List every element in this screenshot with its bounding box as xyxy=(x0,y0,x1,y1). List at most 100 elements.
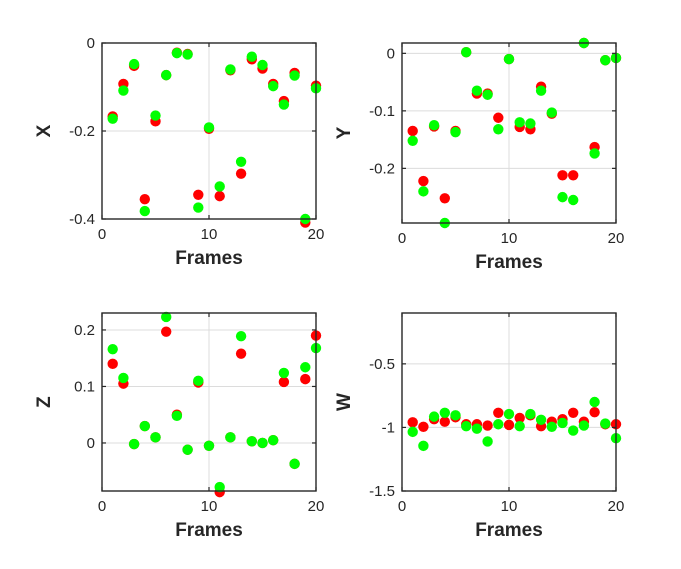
point-x-green-5 xyxy=(150,110,161,121)
series-w-green xyxy=(407,396,622,452)
y-tick-label-z-2: 0 xyxy=(87,435,95,452)
point-y-green-10 xyxy=(503,53,515,65)
point-x-red-4 xyxy=(139,194,150,205)
point-y-red-16 xyxy=(568,170,579,181)
y-axis-label-x: X xyxy=(34,124,55,137)
x-tick-label-w-0: 0 xyxy=(398,498,406,515)
y-tick-label-z-1: 0.1 xyxy=(74,378,95,395)
subplot-w: 0 10 20 -0.5 -1 -1.5 Frames W xyxy=(334,312,625,541)
subplot-z: 0 10 20 0.2 0.1 0 Frames Z xyxy=(34,311,325,541)
x-tick-label-z-2: 20 xyxy=(308,498,325,515)
x-tick-label-z-0: 0 xyxy=(98,498,106,515)
series-z-green xyxy=(107,311,322,493)
point-w-green-3 xyxy=(428,411,440,422)
point-x-green-18 xyxy=(289,70,300,81)
point-w-green-9 xyxy=(493,419,504,430)
point-x-red-11 xyxy=(214,190,225,202)
point-x-green-17 xyxy=(278,99,290,110)
point-z-red-1 xyxy=(107,358,118,370)
point-x-green-14 xyxy=(246,51,257,62)
series-x-green xyxy=(107,47,322,225)
point-y-green-8 xyxy=(482,89,493,100)
point-z-green-8 xyxy=(182,444,193,455)
point-w-green-17 xyxy=(578,420,590,431)
point-w-red-4 xyxy=(439,416,450,427)
point-w-green-8 xyxy=(482,436,493,447)
point-x-green-9 xyxy=(193,202,204,213)
point-z-green-2 xyxy=(118,372,129,384)
point-w-red-11 xyxy=(514,412,525,424)
point-z-red-6 xyxy=(161,326,172,337)
point-w-green-15 xyxy=(557,417,568,429)
point-x-red-9 xyxy=(193,189,204,200)
point-y-red-2 xyxy=(418,175,429,187)
point-z-red-13 xyxy=(235,348,247,359)
x-tick-label-x-2: 20 xyxy=(308,226,325,243)
point-y-green-18 xyxy=(589,148,600,159)
point-w-red-9 xyxy=(493,407,504,419)
y-tick-label-y-1: -0.1 xyxy=(369,103,395,120)
point-y-green-13 xyxy=(535,85,547,96)
point-w-green-5 xyxy=(450,410,461,421)
point-y-red-9 xyxy=(493,112,504,123)
y-tick-label-w-0: -0.5 xyxy=(369,356,395,373)
point-z-green-12 xyxy=(225,432,236,443)
y-axis-label-z: Z xyxy=(34,396,55,408)
point-w-red-16 xyxy=(568,407,579,419)
point-y-red-1 xyxy=(407,125,418,137)
y-tick-label-x-2: -0.4 xyxy=(69,211,95,228)
point-y-green-14 xyxy=(546,107,557,118)
point-x-green-16 xyxy=(268,80,279,92)
point-w-red-1 xyxy=(407,417,418,428)
point-x-green-8 xyxy=(182,49,193,60)
point-z-red-17 xyxy=(278,376,290,388)
point-z-green-16 xyxy=(268,434,279,446)
y-tick-label-z-0: 0.2 xyxy=(74,322,95,339)
point-w-green-14 xyxy=(546,421,557,432)
y-tick-label-w-1: -1 xyxy=(382,419,395,436)
point-w-green-19 xyxy=(600,418,611,429)
x-tick-label-w-2: 20 xyxy=(608,498,625,515)
point-x-green-15 xyxy=(257,59,268,71)
point-x-green-13 xyxy=(235,156,247,167)
point-w-green-7 xyxy=(471,423,483,434)
x-tick-label-y-1: 10 xyxy=(501,230,518,247)
x-axis-label-w: Frames xyxy=(475,520,543,541)
point-y-green-7 xyxy=(471,85,483,96)
point-y-green-15 xyxy=(557,191,568,203)
subplot-x: 0 10 20 0 -0.2 -0.4 Frames X xyxy=(34,35,324,269)
point-w-green-6 xyxy=(461,420,472,432)
point-y-green-19 xyxy=(600,55,611,66)
point-w-green-18 xyxy=(589,396,600,408)
point-y-red-15 xyxy=(557,170,568,181)
point-z-green-7 xyxy=(171,410,183,422)
point-y-green-5 xyxy=(450,126,461,138)
point-x-green-3 xyxy=(128,58,140,70)
point-z-green-9 xyxy=(193,375,204,387)
x-tick-label-x-1: 10 xyxy=(201,226,218,243)
x-tick-label-y-0: 0 xyxy=(398,230,406,247)
y-tick-label-y-2: -0.2 xyxy=(369,160,395,177)
point-z-green-6 xyxy=(161,311,172,323)
point-w-green-13 xyxy=(535,414,547,425)
series-y-green xyxy=(407,37,622,229)
y-axis-label-y: Y xyxy=(334,126,355,139)
x-tick-label-x-0: 0 xyxy=(98,226,106,243)
point-z-green-19 xyxy=(300,362,311,373)
point-z-green-1 xyxy=(107,343,118,355)
point-w-green-12 xyxy=(525,408,536,420)
point-y-green-2 xyxy=(418,186,429,197)
point-z-green-14 xyxy=(246,436,257,447)
x-tick-label-w-1: 10 xyxy=(501,498,518,515)
point-x-red-13 xyxy=(235,168,247,179)
point-y-green-1 xyxy=(407,135,418,146)
point-x-green-12 xyxy=(225,64,236,75)
point-z-green-18 xyxy=(289,458,300,470)
y-tick-label-x-1: -0.2 xyxy=(69,123,95,140)
point-z-red-19 xyxy=(300,373,311,385)
point-w-red-8 xyxy=(482,420,493,431)
y-axis-label-w: W xyxy=(334,393,355,411)
point-x-green-7 xyxy=(171,47,183,59)
x-axis-label-y: Frames xyxy=(475,252,543,273)
